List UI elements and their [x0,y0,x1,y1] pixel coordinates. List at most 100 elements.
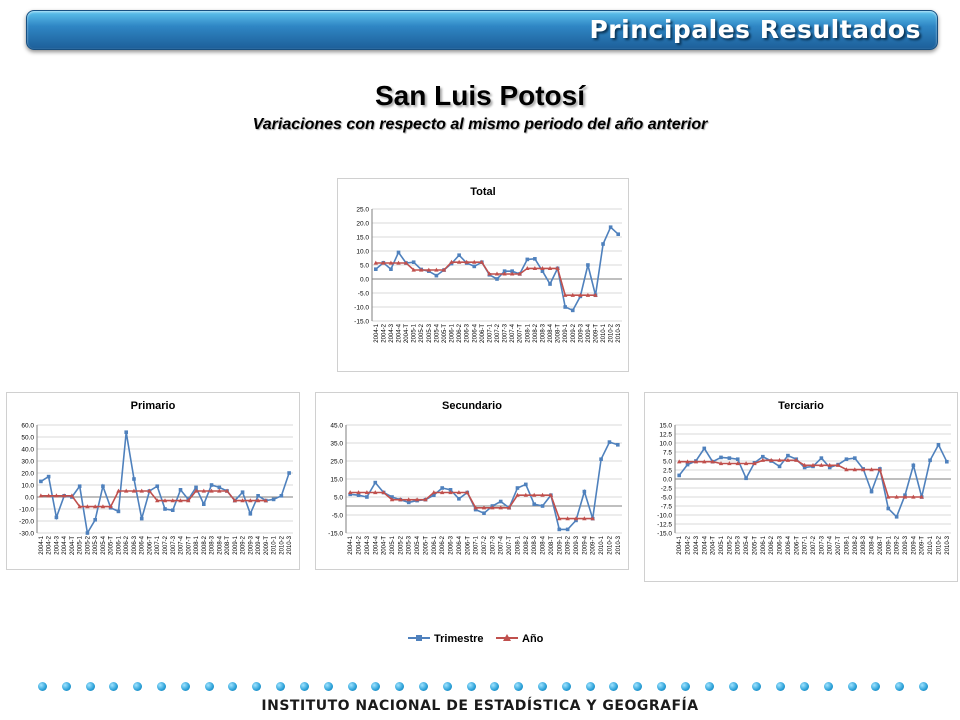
point-trimestre [457,497,461,501]
point-trimestre [256,494,260,498]
point-trimestre [178,488,183,492]
decorative-dot [729,682,738,691]
y-tick-label: -7.5 [661,504,673,511]
point-anio [398,497,403,502]
point-trimestre [440,486,444,490]
point-anio [426,267,432,272]
decorative-dot [443,682,452,691]
point-trimestre [170,508,175,512]
point-anio [61,493,67,498]
point-anio [248,498,253,503]
y-tick-label: 7.5 [663,450,672,457]
y-tick-label: 0.0 [360,277,369,284]
footer-institution: INSTITUTO NACIONAL DE ESTADÍSTICA Y GEOG… [261,698,699,714]
point-trimestre [677,473,681,478]
chart-total-svg: Total -15.0 -10.0 -5.0 0.0 5.0 10.0 15.0 20.0 25.… [354,186,622,343]
decorative-dot [86,682,95,691]
x-tick-label: 2010-1 [601,323,607,342]
point-anio [69,493,75,498]
decorative-dot [848,682,857,691]
x-tick-label: 2005-2 [727,535,733,554]
chart-terciario-svg: Terciario -15.0 -12.5 -10.0 -7.5 -5.0 -2.5 0.0 2… [657,400,951,555]
x-tick-label: 2009-T [264,536,270,555]
x-tick-label: 2008-4 [541,535,547,554]
point-anio [147,488,152,493]
y-tick-label: 15.0 [356,235,369,242]
point-anio [441,267,447,272]
x-tick-label: 2008-2 [533,323,539,342]
point-anio [456,490,462,495]
y-tick-label: 10.0 [356,249,369,256]
x-tick-label: 2005-1 [719,535,725,554]
point-trimestre [548,282,552,286]
point-anio [473,505,478,510]
decorative-dot [276,682,285,691]
x-tick-label: 2008-3 [861,535,867,554]
point-anio [810,462,816,467]
point-trimestre [93,518,97,522]
point-trimestre [473,507,478,512]
x-tick-label: 2005-T [442,324,448,343]
point-anio [131,488,137,493]
point-anio [490,505,495,510]
x-tick-label: 2009-4 [582,535,588,554]
point-anio [777,457,782,462]
x-tick-label: 2007-T [186,536,192,555]
point-anio [373,490,378,495]
point-trimestre [608,225,613,229]
chart-title: Secundario [442,400,502,412]
y-tick-label: 25.0 [356,207,369,214]
point-anio [718,461,724,466]
decorative-dot [371,682,380,691]
y-tick-label: 0.0 [25,495,34,502]
header-banner: Principales Resultados [26,10,938,50]
decorative-dot [705,682,714,691]
x-tick-label: 2004-2 [381,323,387,342]
point-anio [224,488,230,493]
x-tick-label: 2009-2 [571,323,577,342]
point-anio [570,292,575,297]
point-anio [498,505,503,510]
y-tick-label: 10.0 [21,483,34,490]
point-trimestre [616,232,621,236]
decorative-dot [824,682,833,691]
point-trimestre [911,463,916,468]
decorative-dots-row [38,682,928,692]
x-tick-label: 2008-4 [217,535,223,554]
point-trimestre [533,257,537,261]
point-trimestre [928,458,932,463]
x-tick-label: 2008-4 [870,535,876,554]
point-anio [419,267,424,272]
decorative-dot [490,682,499,691]
x-tick-label: 2010-2 [279,535,285,554]
point-trimestre [432,493,436,497]
x-tick-label: 2007-4 [510,323,516,342]
point-anio [108,504,113,509]
point-trimestre [719,455,723,460]
point-trimestre [365,495,369,499]
legend-anio-label: Año [522,633,544,645]
point-anio [523,492,529,497]
point-anio [240,498,245,503]
y-tick-label: -10.0 [657,513,672,520]
x-tick-label: 2007-2 [495,323,501,342]
point-anio [54,493,59,498]
point-anio [525,265,530,270]
decorative-dot [228,682,237,691]
x-tick-label: 2007-T [836,536,842,555]
x-tick-label: 2009-3 [248,535,254,554]
x-tick-label: 2005-T [423,536,429,555]
y-tick-label: 5.0 [663,459,672,466]
point-trimestre [124,430,129,434]
point-anio [760,457,766,462]
x-tick-label: 2007-T [518,324,524,343]
point-trimestre [777,464,782,469]
point-anio [403,260,409,265]
decorative-dot [395,682,404,691]
decorative-dot [919,682,928,691]
point-anio [139,488,144,493]
point-trimestre [744,476,748,481]
point-anio [464,259,469,264]
x-tick-label: 2005-3 [93,535,99,554]
point-trimestre [217,485,222,490]
